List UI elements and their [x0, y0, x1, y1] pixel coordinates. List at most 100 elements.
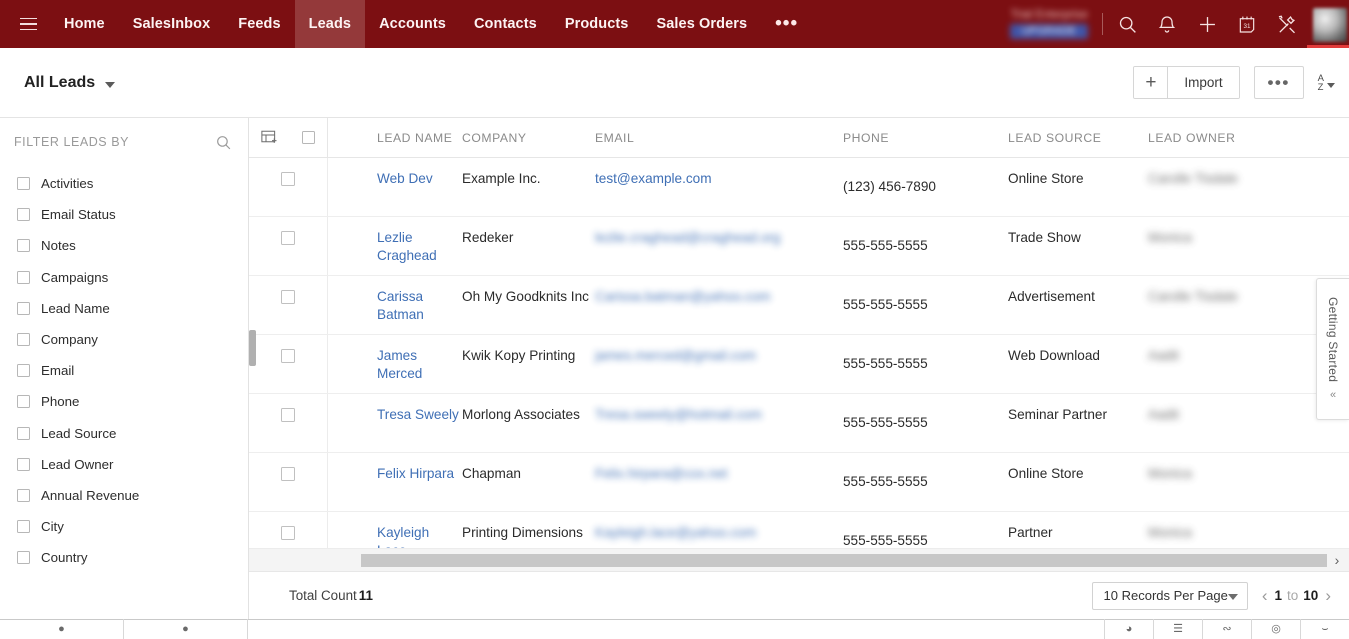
filter-item-phone[interactable]: Phone	[0, 386, 248, 417]
bottom-icon-cell[interactable]: ◎	[1251, 619, 1300, 639]
panel-resize-handle[interactable]	[249, 330, 256, 366]
cell-lead-name[interactable]: Felix Hirpara	[327, 453, 462, 511]
nav-item-contacts[interactable]: Contacts	[473, 16, 537, 32]
next-page-button[interactable]: ›	[1325, 585, 1331, 605]
filter-item-city[interactable]: City	[0, 511, 248, 542]
cell-email[interactable]: test@example.com	[595, 158, 843, 216]
nav-item-leads[interactable]: Leads	[294, 0, 366, 48]
filter-checkbox[interactable]	[17, 208, 30, 222]
prev-page-button[interactable]: ‹	[1261, 585, 1268, 605]
nav-item-products[interactable]: Products	[564, 16, 629, 32]
column-header-company[interactable]: COMPANY	[462, 130, 527, 145]
cell-lead-name[interactable]: Tresa Sweely	[327, 394, 462, 452]
view-selector[interactable]: All Leads	[24, 74, 116, 92]
getting-started-tab[interactable]: Getting Started «	[1316, 278, 1349, 420]
horizontal-scrollbar[interactable]: ›	[249, 548, 1349, 571]
notifications-bell-icon[interactable]	[1147, 0, 1187, 48]
import-button[interactable]: Import	[1168, 67, 1239, 98]
table-row[interactable]: Tresa Sweely Morlong Associates Tresa.swee…	[249, 394, 1349, 453]
column-header-email[interactable]: EMAIL	[595, 130, 635, 145]
upgrade-link[interactable]: UPGRADE	[1009, 24, 1088, 39]
filter-checkbox[interactable]	[17, 520, 30, 534]
row-checkbox[interactable]	[249, 158, 327, 216]
nav-item-accounts[interactable]: Accounts	[379, 16, 446, 32]
row-checkbox[interactable]	[249, 335, 327, 393]
row-checkbox[interactable]	[249, 453, 327, 511]
filter-checkbox[interactable]	[17, 395, 30, 409]
table-row[interactable]: James Merced Kwik Kopy Printing james.merc…	[249, 335, 1349, 394]
filter-checkbox[interactable]	[17, 239, 30, 253]
select-all-checkbox[interactable]	[289, 131, 327, 144]
nav-right-group: Trial Enterprise UPGRADE	[1009, 0, 1349, 48]
table-row[interactable]: Lezlie Craghead Redeker lezlie.craghead@cr…	[249, 217, 1349, 276]
scrollbar-thumb[interactable]	[361, 554, 1327, 567]
filter-item-activities[interactable]: Activities	[0, 168, 248, 199]
column-header-lead-source[interactable]: LEAD SOURCE	[1008, 130, 1102, 145]
filter-checkbox[interactable]	[17, 364, 30, 378]
user-avatar[interactable]	[1307, 0, 1349, 48]
filter-item-lead-source[interactable]: Lead Source	[0, 418, 248, 449]
filter-checkbox[interactable]	[17, 488, 30, 502]
bottom-icon-cell[interactable]: ●	[0, 619, 124, 639]
nav-overflow-icon[interactable]: •••	[775, 13, 799, 34]
sort-az-button[interactable]: A Z	[1318, 73, 1339, 92]
filter-item-notes[interactable]: Notes	[0, 230, 248, 261]
table-row[interactable]: Carissa Batman Oh My Goodknits Inc Carissa…	[249, 276, 1349, 335]
filter-item-campaigns[interactable]: Campaigns	[0, 262, 248, 293]
column-header-lead-owner[interactable]: LEAD OWNER	[1148, 130, 1236, 145]
add-lead-button[interactable]: +	[1134, 67, 1169, 98]
scroll-right-icon[interactable]: ›	[1334, 552, 1340, 568]
cell-lead-name[interactable]: Carissa Batman	[327, 276, 462, 334]
cell-lead-name[interactable]: Lezlie Craghead	[327, 217, 462, 275]
nav-item-home[interactable]: Home	[64, 16, 105, 32]
cell-email[interactable]: lezlie.craghead@craghead.org	[595, 217, 843, 275]
filter-item-company[interactable]: Company	[0, 324, 248, 355]
filter-checkbox[interactable]	[17, 457, 30, 471]
nav-item-sales-orders[interactable]: Sales Orders	[656, 16, 748, 32]
table-row[interactable]: Felix Hirpara Chapman Felix.hirpara@cox.ne…	[249, 453, 1349, 512]
cell-email[interactable]: Kayleigh.lace@yahoo.com	[595, 512, 843, 570]
column-header-lead-name[interactable]: LEAD NAME	[377, 130, 453, 145]
row-checkbox[interactable]	[249, 394, 327, 452]
column-chooser-icon[interactable]	[249, 129, 289, 147]
table-row[interactable]: Web Dev Example Inc. test@example.com (123)…	[249, 158, 1349, 217]
row-checkbox[interactable]	[249, 217, 327, 275]
column-header-phone[interactable]: PHONE	[843, 130, 890, 145]
filter-item-annual-revenue[interactable]: Annual Revenue	[0, 480, 248, 511]
filter-item-lead-name[interactable]: Lead Name	[0, 293, 248, 324]
filter-checkbox[interactable]	[17, 426, 30, 440]
filter-checkbox[interactable]	[17, 333, 30, 347]
bottom-icon-cell[interactable]: ◕	[1104, 619, 1153, 639]
filter-checkbox[interactable]	[17, 301, 30, 315]
row-checkbox[interactable]	[249, 512, 327, 570]
row-checkbox[interactable]	[249, 276, 327, 334]
records-per-page-select[interactable]: 10 Records Per Page	[1091, 581, 1248, 610]
cell-email[interactable]: james.merced@gmail.com	[595, 335, 843, 393]
cell-email[interactable]: Tresa.sweely@hotmail.com	[595, 394, 843, 452]
bottom-icon-cell[interactable]: ⌣	[1300, 619, 1349, 639]
hamburger-menu-icon[interactable]	[6, 0, 50, 48]
bottom-icon-cell[interactable]: ∾	[1202, 619, 1251, 639]
calendar-icon[interactable]: 31	[1227, 0, 1267, 48]
tools-icon[interactable]	[1267, 0, 1307, 48]
filter-checkbox[interactable]	[17, 177, 30, 191]
bottom-icon-cell[interactable]: ☰	[1153, 619, 1202, 639]
cell-email[interactable]: Carissa.batman@yahoo.com	[595, 276, 843, 334]
search-icon[interactable]	[215, 134, 232, 151]
cell-lead-name[interactable]: Web Dev	[327, 158, 462, 216]
trial-info[interactable]: Trial Enterprise UPGRADE	[1009, 9, 1102, 39]
nav-item-salesinbox[interactable]: SalesInbox	[132, 16, 211, 32]
filter-checkbox[interactable]	[17, 551, 30, 565]
filter-checkbox[interactable]	[17, 270, 30, 284]
bottom-icon-cell[interactable]: ●	[124, 619, 248, 639]
cell-email[interactable]: Felix.hirpara@cox.net	[595, 453, 843, 511]
search-icon[interactable]	[1107, 0, 1147, 48]
more-actions-button[interactable]: •••	[1253, 66, 1304, 99]
filter-item-email[interactable]: Email	[0, 355, 248, 386]
filter-item-country[interactable]: Country	[0, 542, 248, 573]
filter-item-lead-owner[interactable]: Lead Owner	[0, 449, 248, 480]
filter-item-email-status[interactable]: Email Status	[0, 199, 248, 230]
nav-item-feeds[interactable]: Feeds	[238, 16, 281, 32]
cell-lead-name[interactable]: James Merced	[327, 335, 462, 393]
add-icon[interactable]	[1187, 0, 1227, 48]
